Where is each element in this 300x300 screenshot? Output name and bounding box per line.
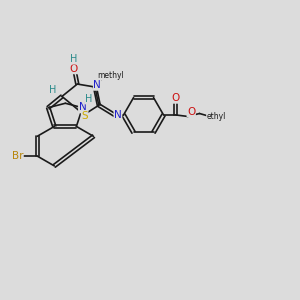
Text: H: H [85, 94, 92, 104]
Text: N: N [79, 103, 86, 113]
Text: O: O [187, 107, 195, 117]
Text: O: O [70, 64, 78, 74]
Text: O: O [172, 93, 180, 103]
Text: N: N [93, 80, 101, 90]
Text: ethyl: ethyl [207, 112, 226, 121]
Text: H: H [70, 54, 77, 64]
Text: H: H [49, 85, 56, 95]
Text: N: N [114, 110, 122, 120]
Text: S: S [81, 111, 88, 121]
Text: N: N [79, 102, 87, 112]
Text: methyl: methyl [97, 71, 124, 80]
Text: Br: Br [12, 151, 23, 161]
